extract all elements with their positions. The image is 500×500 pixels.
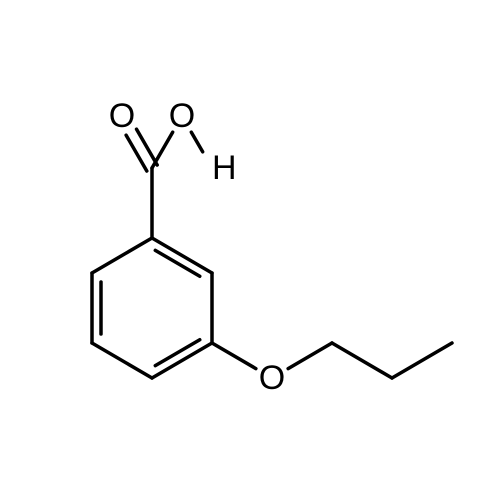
atom-label-o: O (169, 97, 195, 135)
atom-label-o: O (109, 97, 135, 135)
atom-label-o: O (259, 359, 285, 397)
atom-label-h: H (212, 149, 237, 187)
chemical-structure: OOHO (0, 0, 500, 500)
